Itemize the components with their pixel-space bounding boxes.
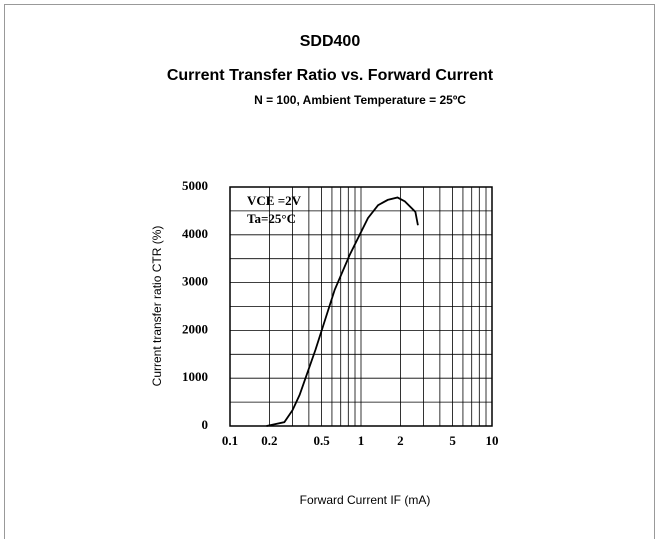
x-tick-label: 0.5 <box>313 433 330 448</box>
annotation: Ta=25°C <box>247 211 296 226</box>
x-tick-label: 5 <box>449 433 456 448</box>
y-tick-label: 0 <box>202 417 209 432</box>
plot-border <box>229 186 493 427</box>
x-tick-label: 2 <box>397 433 404 448</box>
y-tick-label: 5000 <box>182 178 208 193</box>
chart-subtitle: Current Transfer Ratio vs. Forward Curre… <box>167 67 494 84</box>
y-tick-label: 4000 <box>182 226 208 241</box>
chart-title: SDD400 <box>300 33 361 50</box>
x-tick-label: 0.2 <box>261 433 277 448</box>
x-tick-label: 10 <box>486 433 499 448</box>
y-tick-label: 1000 <box>182 369 208 384</box>
chart-note: N = 100, Ambient Temperature = 25ºC <box>254 93 466 107</box>
line <box>266 196 419 427</box>
x-tick-label: 1 <box>358 433 365 448</box>
y-tick-label: 3000 <box>182 274 208 289</box>
x-tick-label: 0.1 <box>222 433 238 448</box>
annotation: VCE =2V <box>247 193 302 208</box>
x-axis-label: Forward Current IF (mA) <box>300 493 431 507</box>
y-tick-label: 2000 <box>182 321 208 336</box>
y-axis-label: Current transfer ratio CTR (%) <box>150 226 164 387</box>
frame <box>4 4 655 539</box>
